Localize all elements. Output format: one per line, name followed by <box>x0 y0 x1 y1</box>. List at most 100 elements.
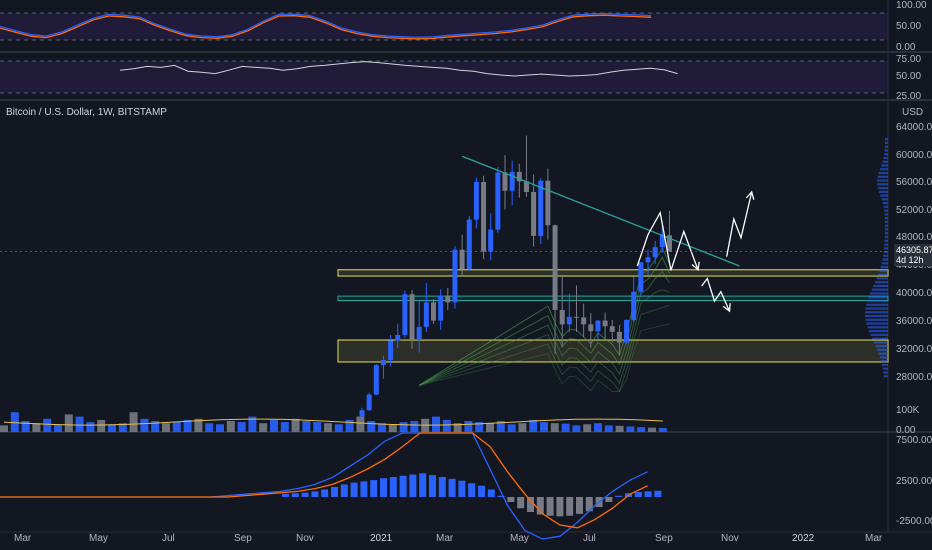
volume-profile-bar <box>877 179 888 182</box>
stoch-axis-label: 100.00 <box>896 0 927 11</box>
volume-profile-bar <box>884 239 888 242</box>
time-axis-label: Sep <box>234 533 252 544</box>
volume-bar <box>97 419 106 432</box>
macd-axis-label: 2500.00 <box>896 476 932 487</box>
volume-profile-bar <box>882 160 888 163</box>
volume-profile-bar <box>873 341 888 344</box>
candle-body <box>416 326 422 341</box>
time-axis-label: May <box>510 533 529 544</box>
projection-path <box>726 191 753 257</box>
macd-hist-bar <box>497 495 505 497</box>
candle-body <box>445 295 451 303</box>
volume-profile-bar <box>869 292 888 295</box>
candle-body <box>502 172 508 191</box>
volume-bar <box>162 423 170 432</box>
candle-body <box>652 247 658 258</box>
volume-bar <box>572 425 581 432</box>
price-axis-label: 56000.00 <box>896 177 932 188</box>
candle-body <box>624 319 630 343</box>
volume-bar <box>378 423 386 432</box>
price-axis-label: 36000.00 <box>896 316 932 327</box>
candle-body <box>523 181 529 192</box>
volume-bar <box>280 422 289 432</box>
volume-bar <box>626 426 635 432</box>
candle-body <box>473 181 479 220</box>
volume-bar <box>140 418 149 432</box>
macd-hist-bar <box>527 497 534 512</box>
volume-profile-bar <box>878 171 888 175</box>
macd-hist-bar <box>409 474 417 497</box>
volume-bar <box>453 423 462 432</box>
candle-body <box>452 249 458 303</box>
volume-profile-bar <box>870 333 888 336</box>
macd-hist-bar <box>380 478 387 497</box>
trendline <box>461 155 740 267</box>
candle-body <box>373 365 379 395</box>
macd-hist-bar <box>291 493 299 497</box>
macd-hist-bar <box>634 492 642 497</box>
macd-hist-bar <box>360 481 368 497</box>
macd-signal-line <box>0 432 648 529</box>
macd-hist-bar <box>654 490 662 497</box>
volume-bar <box>248 416 257 432</box>
macd-hist-bar <box>615 495 623 497</box>
volume-profile-bar <box>875 345 888 348</box>
macd-hist-bar <box>321 489 329 497</box>
volume-bar <box>75 416 84 432</box>
volume-bar <box>442 419 451 432</box>
volume-profile-bar <box>865 318 888 321</box>
volume-bar <box>183 419 192 432</box>
candle-body <box>488 229 494 252</box>
macd-hist-bar <box>448 478 456 497</box>
candle-body <box>509 171 515 191</box>
volume-profile-bar <box>884 213 888 216</box>
candle-body <box>402 294 408 335</box>
volume-axis-label: 100K <box>896 405 920 416</box>
volume-profile-bar <box>873 284 888 288</box>
volume-profile-bar <box>884 224 888 227</box>
volume-bar <box>410 421 419 432</box>
volume-profile-bar <box>882 258 888 261</box>
stoch-d-line <box>0 14 652 40</box>
volume-profile-bar <box>880 194 888 197</box>
volume-profile-bar <box>867 299 888 303</box>
macd-hist-bar <box>487 489 495 497</box>
candle-body <box>588 324 594 332</box>
bar-countdown: 4d 12h <box>896 255 924 265</box>
volume-profile-bar <box>881 363 888 367</box>
volume-bar <box>486 423 494 432</box>
volume-bar <box>108 424 116 432</box>
macd-hist-bar <box>478 485 485 497</box>
volume-bar <box>32 423 41 432</box>
price-axis-label: 32000.00 <box>896 344 932 355</box>
volume-profile-bar <box>877 183 888 186</box>
macd-axis-label: -2500.00 <box>896 516 932 527</box>
volume-bar <box>464 421 473 432</box>
volume-profile-bar <box>878 190 888 193</box>
volume-bar <box>324 423 332 432</box>
candle-body <box>423 302 429 327</box>
candle-body <box>380 360 386 366</box>
volume-profile-bar <box>881 164 888 167</box>
volume-bar <box>615 425 624 432</box>
volume-profile-bar <box>868 296 888 299</box>
volume-bar <box>518 423 527 432</box>
candle-body <box>481 181 487 252</box>
candle-body <box>638 262 644 292</box>
volume-bar <box>540 422 548 432</box>
volume-bar <box>118 423 127 432</box>
volume-bar <box>399 422 408 432</box>
macd-hist-bar <box>429 475 436 497</box>
candle-body <box>566 316 572 325</box>
time-axis-label: Nov <box>721 533 739 544</box>
volume-profile-bar <box>872 337 888 340</box>
candle-body <box>516 171 522 182</box>
volume-profile-bar <box>878 273 888 276</box>
volume-profile-bar <box>882 367 888 370</box>
macd-hist-bar <box>517 497 525 509</box>
volume-profile-bar <box>875 281 888 284</box>
volume-profile-bar <box>883 254 888 257</box>
candle-body <box>545 180 551 226</box>
current-price-label[interactable]: 46305.87 4d 12h <box>894 244 932 266</box>
